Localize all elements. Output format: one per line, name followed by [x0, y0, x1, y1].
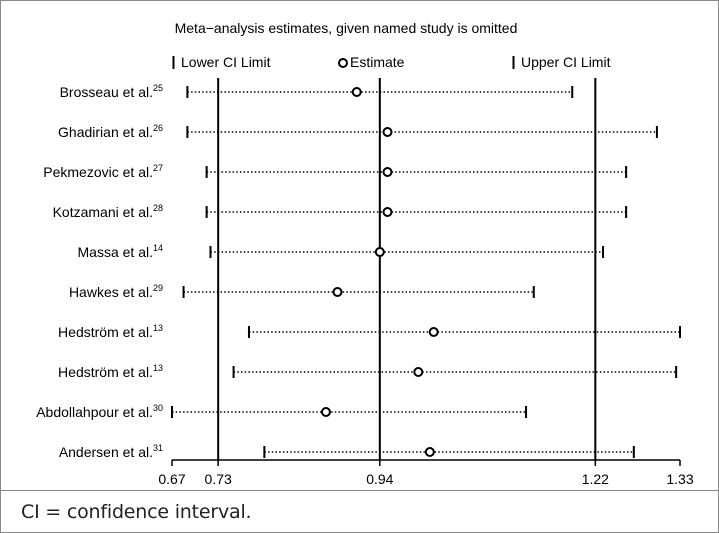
estimate-point	[428, 327, 439, 337]
study-row: Ghadirian et al.26	[58, 123, 658, 140]
study-reference-number: 27	[153, 163, 163, 173]
legend-estimate-marker	[338, 58, 348, 68]
estimate-point	[424, 447, 435, 457]
study-reference-number: 30	[153, 403, 163, 413]
x-tick-label: 0.73	[205, 471, 232, 487]
estimate-point	[320, 407, 331, 417]
study-row: Hedström et al.13	[58, 363, 678, 380]
study-reference-number: 26	[153, 123, 163, 133]
chart-title: Meta−analysis estimates, given named stu…	[175, 20, 518, 36]
x-tick-label: 0.67	[158, 471, 185, 487]
study-name: Hedström et al.	[58, 324, 153, 340]
study-reference-number: 25	[153, 83, 163, 93]
study-reference-number: 13	[153, 323, 163, 333]
x-tick-label: 1.33	[666, 471, 693, 487]
study-row: Abdollahpour et al.30	[36, 403, 528, 420]
study-name: Pekmezovic et al.	[43, 164, 153, 180]
x-axis: 0.67 0.73 0.94 1.22 1.33	[158, 459, 694, 487]
study-row: Brosseau et al.25	[60, 83, 574, 100]
study-label: Massa et al.14	[78, 243, 164, 260]
study-reference-number: 28	[153, 203, 163, 213]
study-row: Hawkes et al.29	[69, 283, 535, 300]
legend-lower-ci-label: Lower CI Limit	[181, 54, 271, 70]
study-label: Brosseau et al.25	[60, 83, 163, 100]
estimate-point	[332, 287, 343, 297]
study-label: Kotzamani et al.28	[53, 203, 163, 220]
estimate-point	[413, 367, 424, 377]
study-reference-number: 13	[153, 363, 163, 373]
legend-upper-ci-label: Upper CI Limit	[521, 54, 611, 70]
study-row: Kotzamani et al.28	[53, 203, 628, 220]
estimate-point	[374, 247, 385, 257]
figure-caption: CI = confidence interval.	[21, 501, 252, 523]
study-name: Abdollahpour et al.	[36, 404, 153, 420]
x-tick-label: 0.94	[366, 471, 393, 487]
estimate-point	[382, 207, 393, 217]
study-label: Abdollahpour et al.30	[36, 403, 163, 420]
study-label: Andersen et al.31	[59, 443, 163, 460]
legend-estimate-label: Estimate	[350, 54, 405, 70]
study-name: Brosseau et al.	[60, 84, 153, 100]
study-reference-number: 14	[153, 243, 163, 253]
study-name: Ghadirian et al.	[58, 124, 153, 140]
study-label: Hawkes et al.29	[69, 283, 163, 300]
study-label: Hedström et al.13	[58, 363, 163, 380]
study-name: Massa et al.	[78, 244, 153, 260]
estimate-point	[351, 87, 362, 97]
study-row: Hedström et al.13	[58, 323, 681, 340]
study-label: Hedström et al.13	[58, 323, 163, 340]
estimate-point	[382, 127, 393, 137]
study-name: Andersen et al.	[59, 444, 153, 460]
study-row: Andersen et al.31	[59, 443, 635, 460]
study-rows: Brosseau et al.25 Ghadirian et al.26 Pekme…	[36, 83, 681, 460]
x-tick-label: 1.22	[582, 471, 609, 487]
study-row: Massa et al.14	[78, 243, 605, 260]
study-label: Pekmezovic et al.27	[43, 163, 163, 180]
study-name: Hedström et al.	[58, 364, 153, 380]
study-name: Hawkes et al.	[69, 284, 153, 300]
reference-lines	[217, 78, 597, 460]
estimate-point	[382, 167, 393, 177]
study-row: Pekmezovic et al.27	[43, 163, 628, 180]
study-reference-number: 31	[153, 443, 163, 453]
legend: Lower CI Limit Estimate Upper CI Limit	[172, 54, 611, 70]
study-reference-number: 29	[153, 283, 163, 293]
study-label: Ghadirian et al.26	[58, 123, 163, 140]
study-name: Kotzamani et al.	[53, 204, 153, 220]
